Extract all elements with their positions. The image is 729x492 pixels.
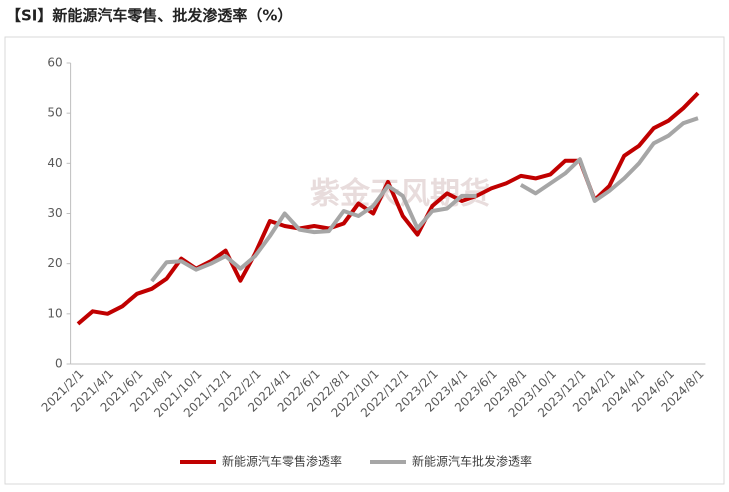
y-tick-label: 60	[47, 56, 62, 70]
legend-label: 新能源汽车批发渗透率	[412, 454, 532, 469]
y-tick-label: 30	[47, 206, 62, 220]
y-tick-label: 10	[47, 306, 62, 320]
y-tick-label: 50	[47, 106, 62, 120]
y-tick-label: 20	[47, 256, 62, 270]
series-line	[519, 116, 699, 203]
legend-label: 新能源汽车零售渗透率	[222, 454, 342, 469]
series-line	[150, 183, 477, 283]
y-tick-label: 0	[55, 357, 63, 371]
y-tick-label: 40	[47, 156, 62, 170]
chart-frame	[4, 36, 725, 485]
chart-title: 【SI】新能源汽车零售、批发渗透率（%）	[6, 7, 292, 25]
